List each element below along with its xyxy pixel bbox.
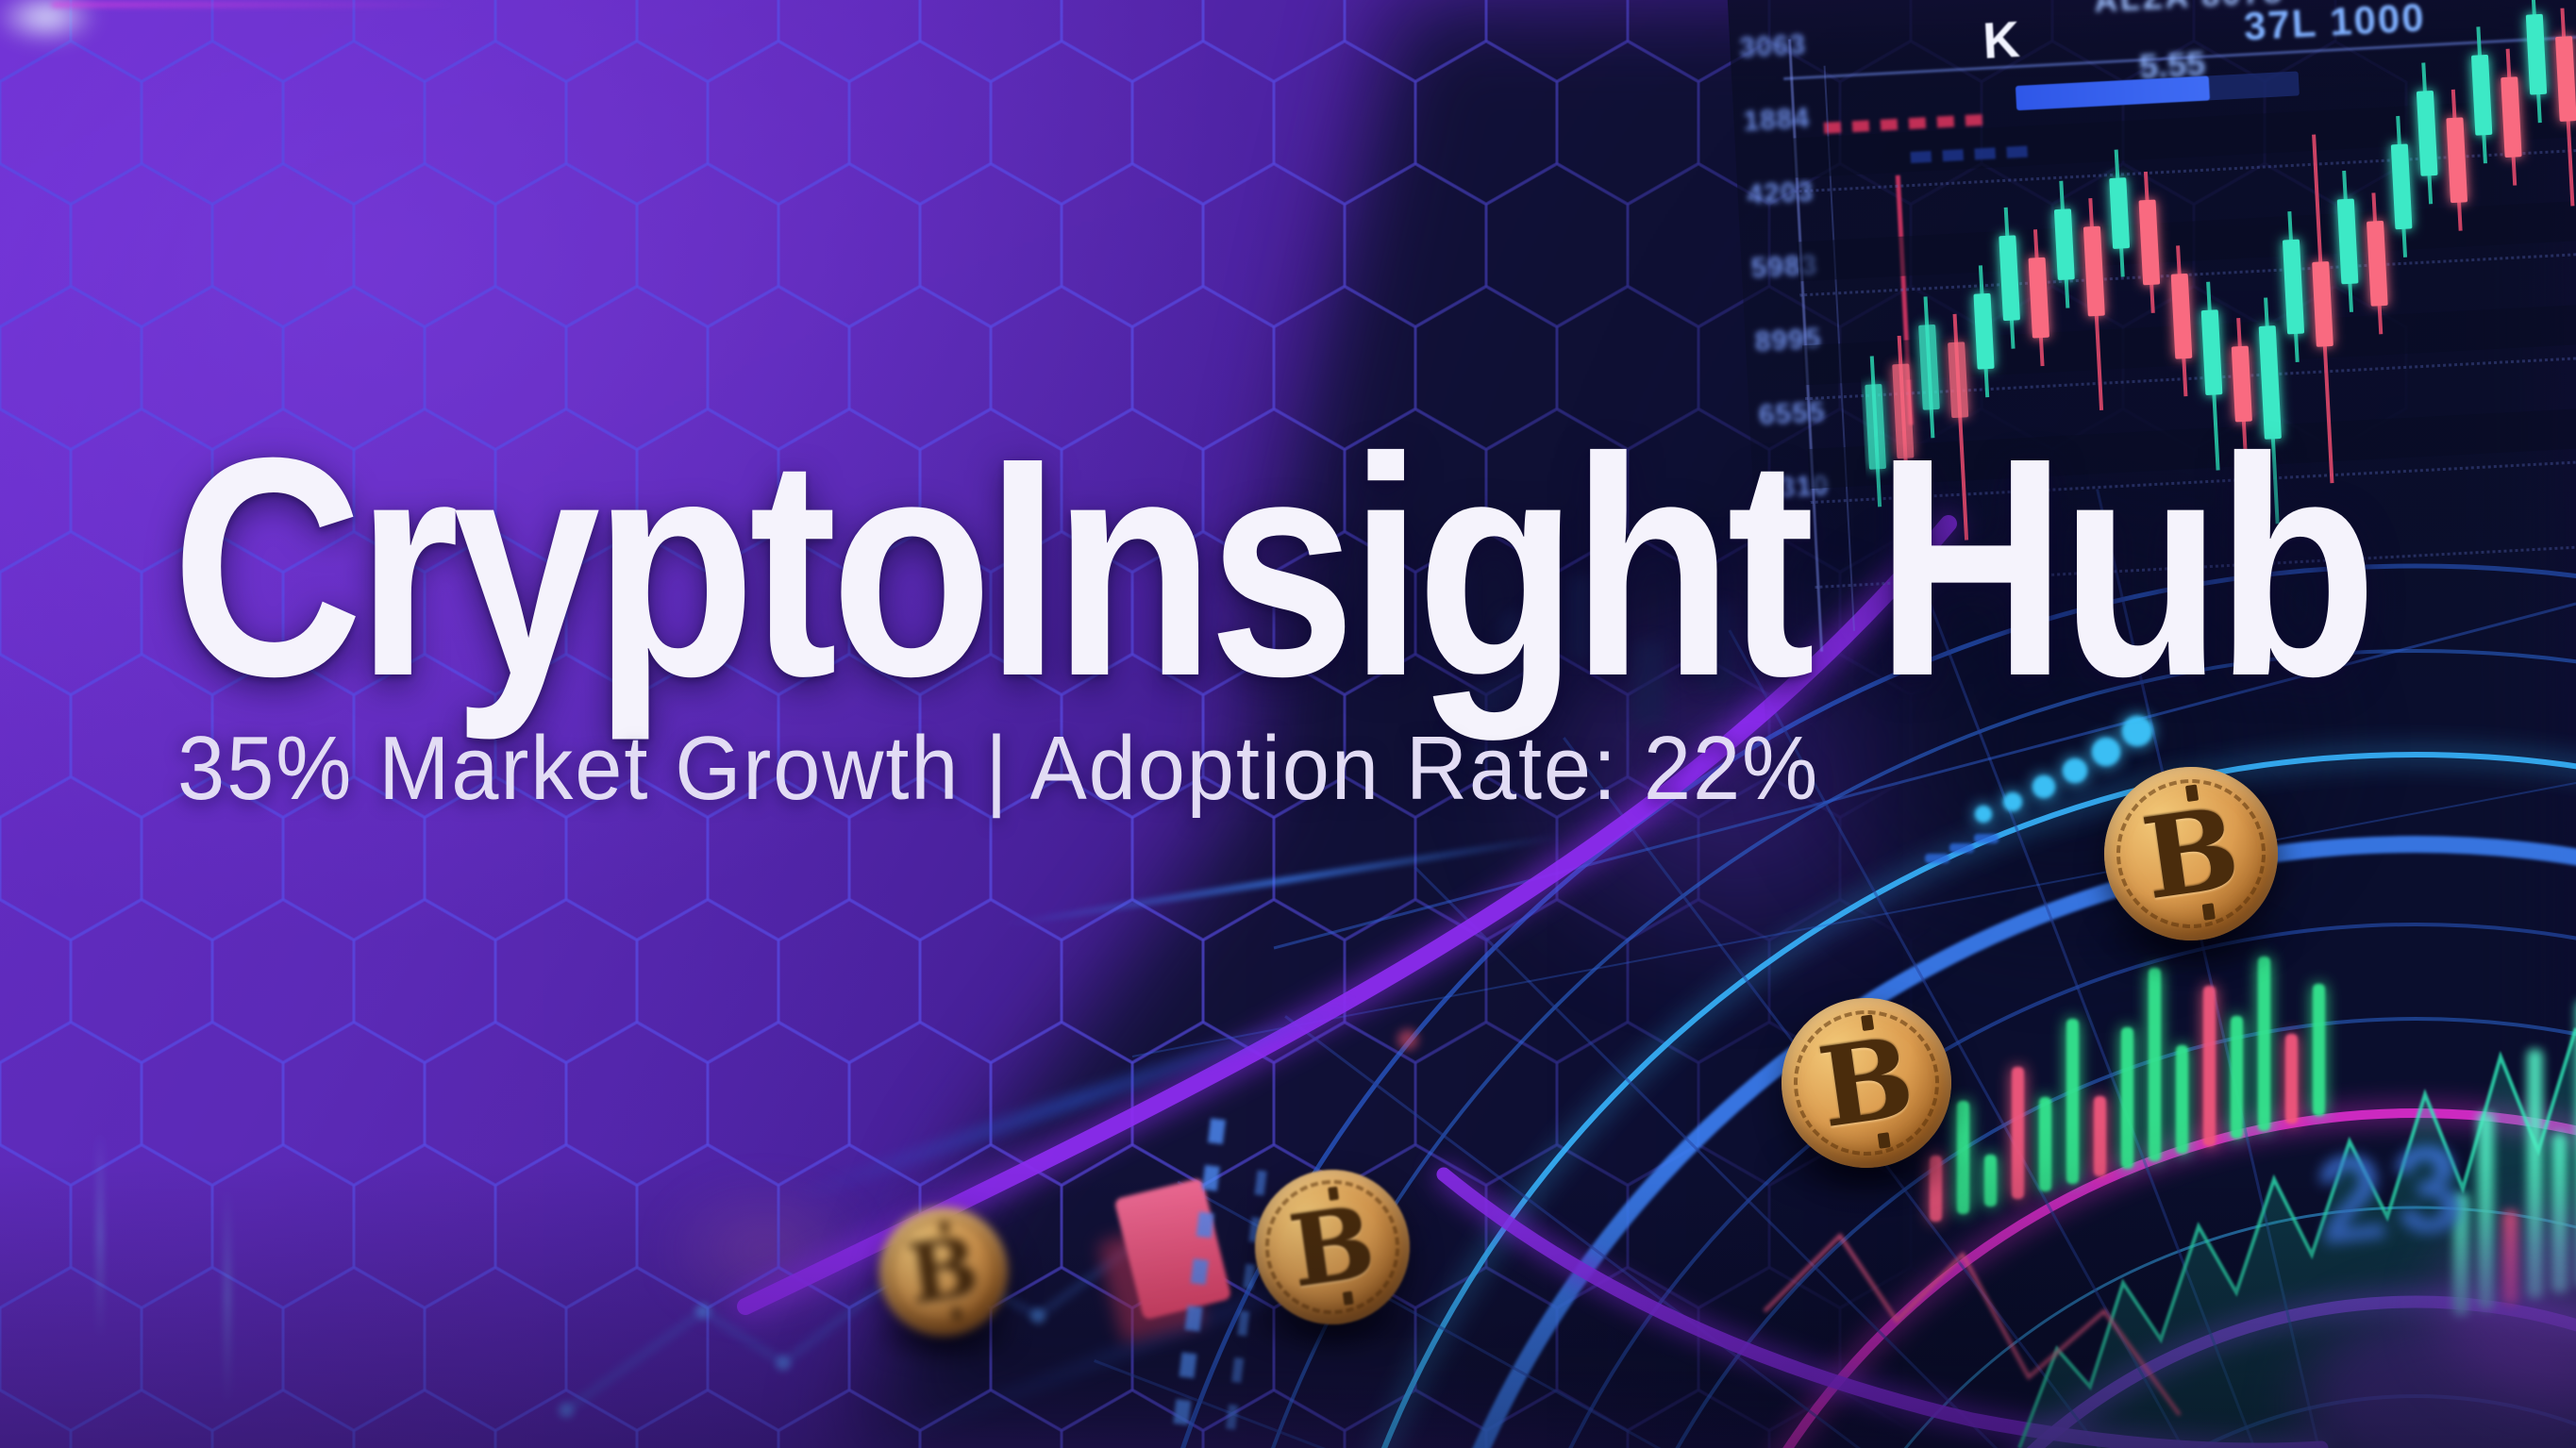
vertical-glint: [97, 1132, 103, 1340]
axis-label: 1884: [1742, 102, 1812, 138]
ticker-panel: K ALZA 8078 5.55 37L 1000 30631884420359…: [1727, 0, 2576, 730]
bitcoin-icon: B: [902, 1219, 984, 1323]
axis-label: 4203: [1746, 175, 1815, 211]
bitcoin-coin-blurred: B: [866, 1199, 1021, 1362]
bitcoin-coin: B: [1239, 1159, 1426, 1356]
candlestick-chart: [1865, 0, 2576, 541]
bitcoin-icon: B: [1811, 1012, 1922, 1154]
axis-label: 3063: [1738, 28, 1807, 64]
bitcoin-icon: B: [1282, 1183, 1382, 1310]
bitcoin-coin: B: [2086, 756, 2296, 975]
vertical-glint: [225, 1189, 230, 1406]
bitcoin-coin: B: [1765, 987, 1968, 1202]
page-subtitle: 35% Market Growth | Adoption Rate: 22%: [177, 718, 1820, 819]
bitcoin-icon: B: [2134, 781, 2247, 925]
page-title: CryptoInsight Hub: [172, 392, 2377, 741]
magenta-edge-line: [52, 2, 458, 8]
blurred-digits: 23: [2308, 1115, 2480, 1272]
